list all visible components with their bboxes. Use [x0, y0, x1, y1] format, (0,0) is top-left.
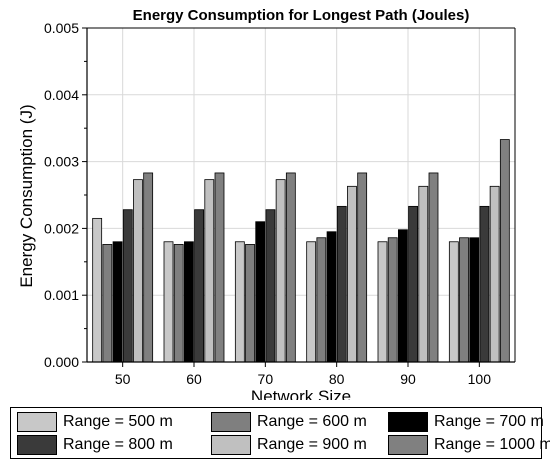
- y-axis-label: Energy Consumption (J): [17, 104, 36, 287]
- legend-item: Range = 700 m: [388, 411, 544, 433]
- bar: [448, 241, 459, 363]
- bar: [265, 209, 276, 363]
- legend-label: Range = 900 m: [257, 436, 367, 453]
- bar: [387, 237, 398, 363]
- legend-item: Range = 500 m: [17, 411, 173, 433]
- bar: [499, 139, 510, 363]
- bar: [326, 231, 337, 363]
- bar: [245, 244, 255, 363]
- bar: [173, 244, 184, 363]
- y-tick-label: 0.000: [44, 354, 79, 370]
- bar: [214, 172, 225, 363]
- legend-item: Range = 900 m: [211, 434, 367, 456]
- y-tick-label: 0.003: [44, 154, 79, 170]
- x-tick-label: 80: [329, 371, 345, 387]
- y-tick-label: 0.005: [44, 20, 79, 36]
- bar: [377, 241, 388, 363]
- legend-swatch: [211, 412, 251, 432]
- x-tick-label: 90: [400, 371, 416, 387]
- bar: [428, 172, 439, 363]
- x-axis-label: Network Size: [251, 387, 351, 400]
- chart-title: Energy Consumption for Longest Path (Jou…: [133, 7, 470, 24]
- x-tick-label: 60: [186, 371, 202, 387]
- bar: [234, 241, 245, 363]
- bar: [336, 205, 347, 363]
- x-tick-label: 50: [115, 371, 131, 387]
- bar: [204, 179, 215, 363]
- bar: [397, 229, 408, 363]
- legend-swatch: [17, 412, 57, 432]
- ticks-layer: 0.000 0.001 0.002 0.003 0.004 0.005 50 60 70 80 90…: [44, 20, 491, 387]
- legend-swatch: [388, 435, 428, 455]
- bar: [316, 237, 327, 363]
- bar: [122, 209, 133, 363]
- legend-item: Range = 600 m: [211, 411, 367, 433]
- y-tick-label: 0.002: [44, 220, 79, 236]
- bar: [479, 205, 490, 363]
- legend-item: Range = 800 m: [17, 434, 173, 456]
- legend-label: Range = 600 m: [257, 413, 367, 430]
- bars-layer: [92, 139, 510, 363]
- bar: [102, 244, 113, 363]
- legend-label: Range = 1000 m: [434, 436, 550, 453]
- legend: Range = 500 m Range = 600 m Range = 700 m R…: [10, 407, 550, 459]
- legend-swatch: [17, 435, 57, 455]
- chart-svg: Energy Consumption for Longest Path (Jou…: [17, 7, 516, 406]
- legend-label: Range = 700 m: [434, 413, 544, 430]
- y-tick-label: 0.001: [44, 287, 79, 303]
- bar: [469, 237, 480, 363]
- bar: [255, 221, 266, 363]
- bar: [143, 172, 154, 363]
- x-tick-label: 70: [258, 371, 274, 387]
- bar: [163, 241, 174, 363]
- bar: [459, 237, 469, 363]
- legend-item: Range = 1000 m: [388, 434, 550, 456]
- bar: [347, 185, 357, 363]
- bar: [194, 209, 205, 363]
- bar: [357, 172, 368, 363]
- bar: [183, 241, 194, 363]
- bar: [408, 205, 419, 363]
- legend-swatch: [388, 412, 428, 432]
- legend-label: Range = 800 m: [63, 436, 173, 453]
- bar: [112, 241, 123, 363]
- bar: [418, 185, 429, 363]
- bar: [92, 217, 103, 363]
- bar: [133, 179, 143, 363]
- bar: [306, 241, 317, 363]
- bar: [285, 172, 296, 363]
- y-tick-label: 0.004: [44, 87, 79, 103]
- bar: [275, 179, 286, 363]
- x-tick-label: 100: [468, 371, 492, 387]
- bar: [489, 185, 500, 363]
- legend-swatch: [211, 435, 251, 455]
- legend-label: Range = 500 m: [63, 413, 173, 430]
